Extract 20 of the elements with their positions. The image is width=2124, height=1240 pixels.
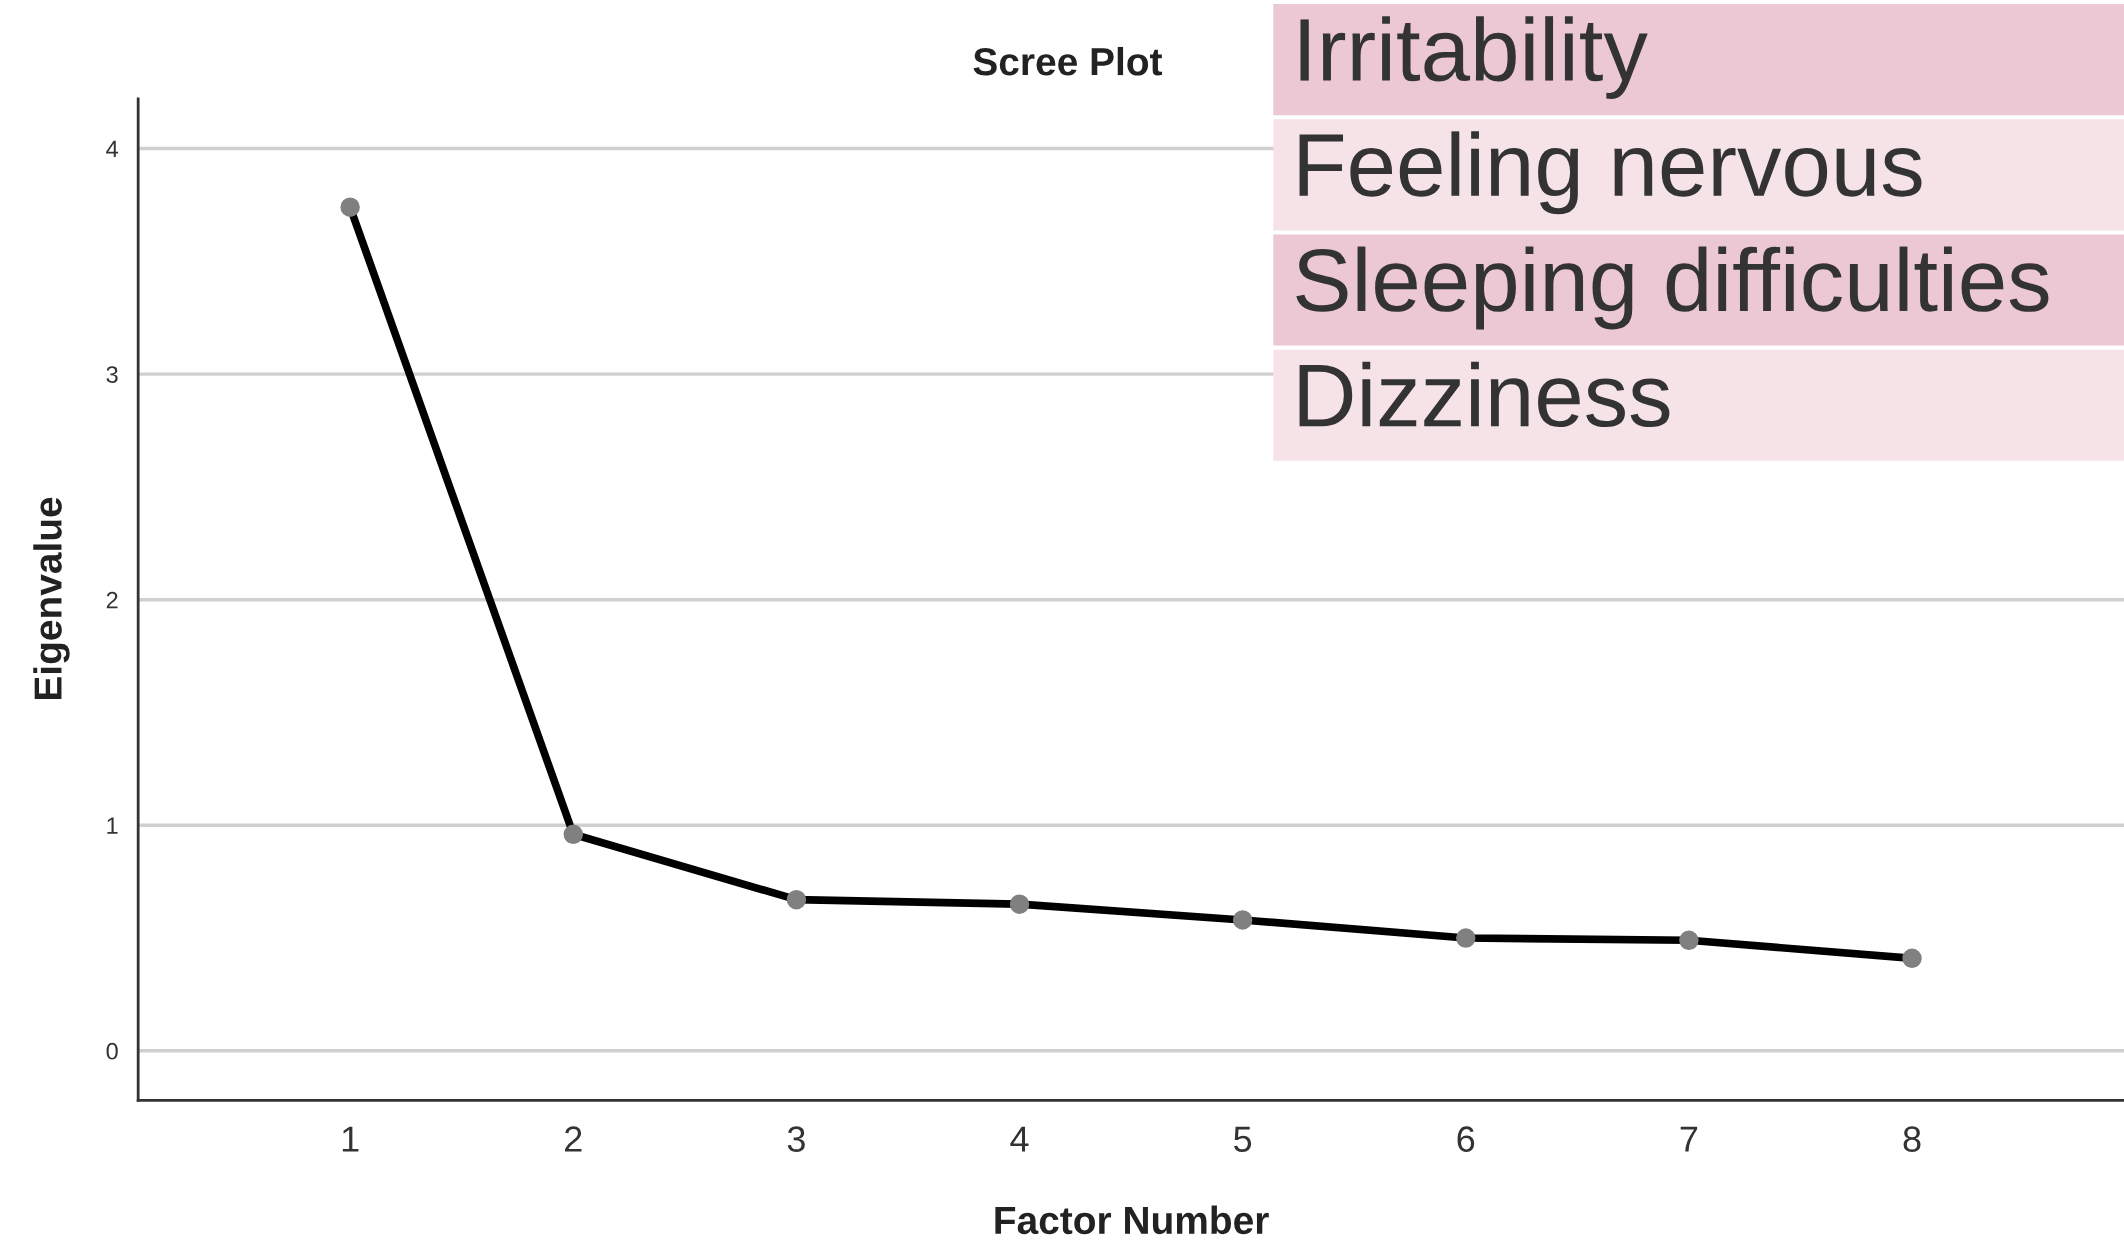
x-tick-label: 6 — [1457, 1126, 1475, 1152]
x-tick-label: 3 — [787, 1126, 805, 1152]
x-tick-label: 1 — [342, 1126, 359, 1152]
y-tick-label: 0 — [106, 1042, 118, 1060]
x-tick-label: 7 — [1680, 1126, 1698, 1152]
y-tick-label: 3 — [106, 366, 118, 383]
chart-title: Scree Plot — [973, 46, 1163, 76]
x-tick-label: 8 — [1903, 1126, 1921, 1152]
annotation: Dizziness — [1299, 361, 1670, 428]
annotation: Sleeping difficulties — [1296, 246, 2049, 330]
annotation: Feeling nervous — [1299, 131, 1922, 215]
y-tick-label: 2 — [106, 591, 118, 609]
x-axis-title: Factor Number — [995, 1205, 1269, 1235]
x-tick-label: 4 — [1010, 1126, 1029, 1152]
y-tick-label: 1 — [107, 817, 118, 834]
x-tick-label: 5 — [1234, 1126, 1252, 1152]
y-tick-label: 4 — [106, 140, 119, 158]
y-axis-title: Eigenvalue — [33, 497, 70, 700]
x-tick-label: 2 — [565, 1126, 582, 1152]
annotation: Irritability — [1300, 16, 1648, 100]
